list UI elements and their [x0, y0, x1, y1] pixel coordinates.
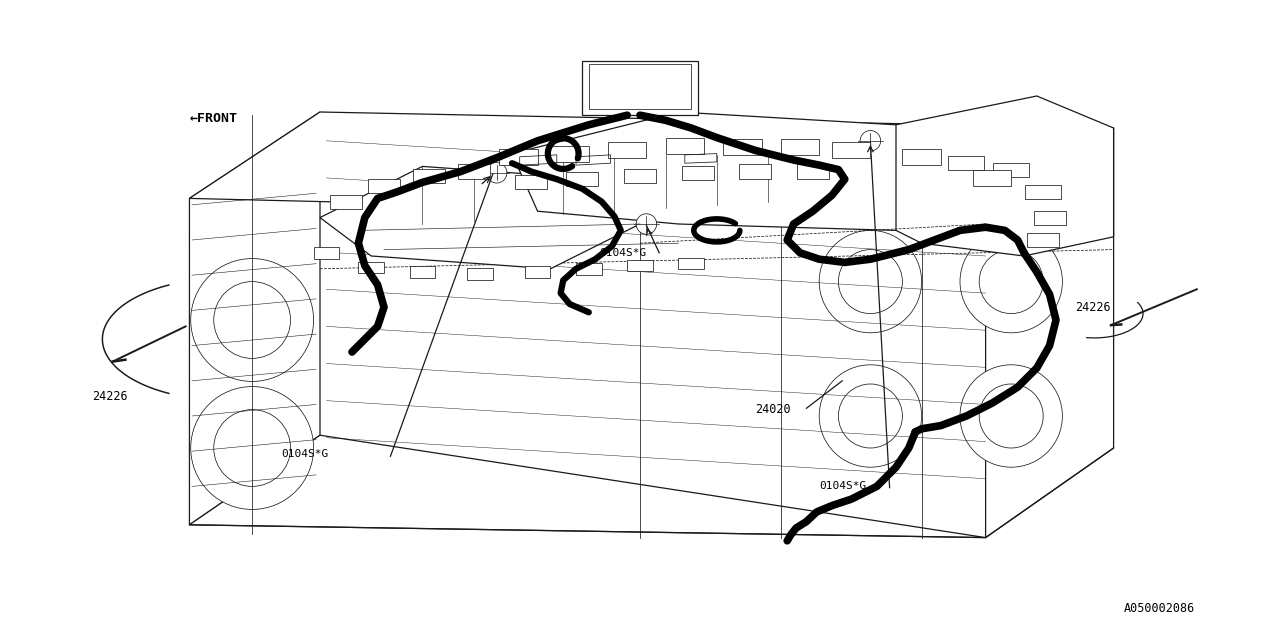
- Text: 0104S*G: 0104S*G: [819, 481, 867, 492]
- Bar: [358, 262, 384, 273]
- Bar: [410, 266, 435, 278]
- Bar: [993, 163, 1029, 177]
- Text: A050002086: A050002086: [1124, 602, 1196, 614]
- Bar: [1025, 185, 1061, 199]
- Bar: [1034, 211, 1065, 225]
- Bar: [973, 170, 1011, 186]
- Bar: [682, 166, 714, 180]
- Bar: [458, 164, 489, 179]
- Text: ←FRONT: ←FRONT: [189, 112, 238, 125]
- Polygon shape: [189, 435, 986, 538]
- Polygon shape: [986, 128, 1114, 538]
- Bar: [796, 164, 829, 179]
- Circle shape: [191, 259, 314, 381]
- Bar: [515, 175, 548, 189]
- Circle shape: [819, 365, 922, 467]
- Bar: [625, 169, 657, 183]
- Bar: [678, 258, 704, 269]
- Bar: [723, 140, 762, 156]
- Text: 0104S*G: 0104S*G: [282, 449, 329, 460]
- Bar: [412, 169, 445, 183]
- Polygon shape: [512, 112, 973, 230]
- Circle shape: [486, 163, 507, 183]
- Bar: [832, 143, 870, 159]
- Polygon shape: [320, 166, 653, 269]
- Bar: [781, 140, 819, 156]
- Circle shape: [191, 387, 314, 509]
- Bar: [627, 260, 653, 271]
- Bar: [314, 247, 339, 259]
- Text: 0104S*G: 0104S*G: [599, 248, 646, 258]
- Bar: [525, 266, 550, 278]
- Bar: [369, 179, 399, 193]
- Text: 24020: 24020: [755, 403, 791, 416]
- Circle shape: [819, 230, 922, 333]
- Bar: [467, 268, 493, 280]
- Polygon shape: [582, 61, 698, 115]
- Polygon shape: [189, 112, 1114, 218]
- Bar: [330, 195, 362, 209]
- Bar: [608, 143, 646, 159]
- Circle shape: [960, 365, 1062, 467]
- Polygon shape: [189, 112, 320, 525]
- Bar: [740, 164, 771, 179]
- Text: 24226: 24226: [1075, 301, 1111, 314]
- Text: 24226: 24226: [92, 390, 128, 403]
- Bar: [1028, 233, 1060, 247]
- Bar: [666, 138, 704, 154]
- Bar: [902, 149, 941, 165]
- Bar: [948, 156, 984, 170]
- Bar: [576, 263, 602, 275]
- Circle shape: [636, 214, 657, 234]
- Polygon shape: [896, 96, 1114, 256]
- Bar: [550, 146, 589, 162]
- Circle shape: [860, 131, 881, 151]
- Bar: [566, 172, 599, 186]
- Bar: [499, 149, 538, 165]
- Circle shape: [960, 230, 1062, 333]
